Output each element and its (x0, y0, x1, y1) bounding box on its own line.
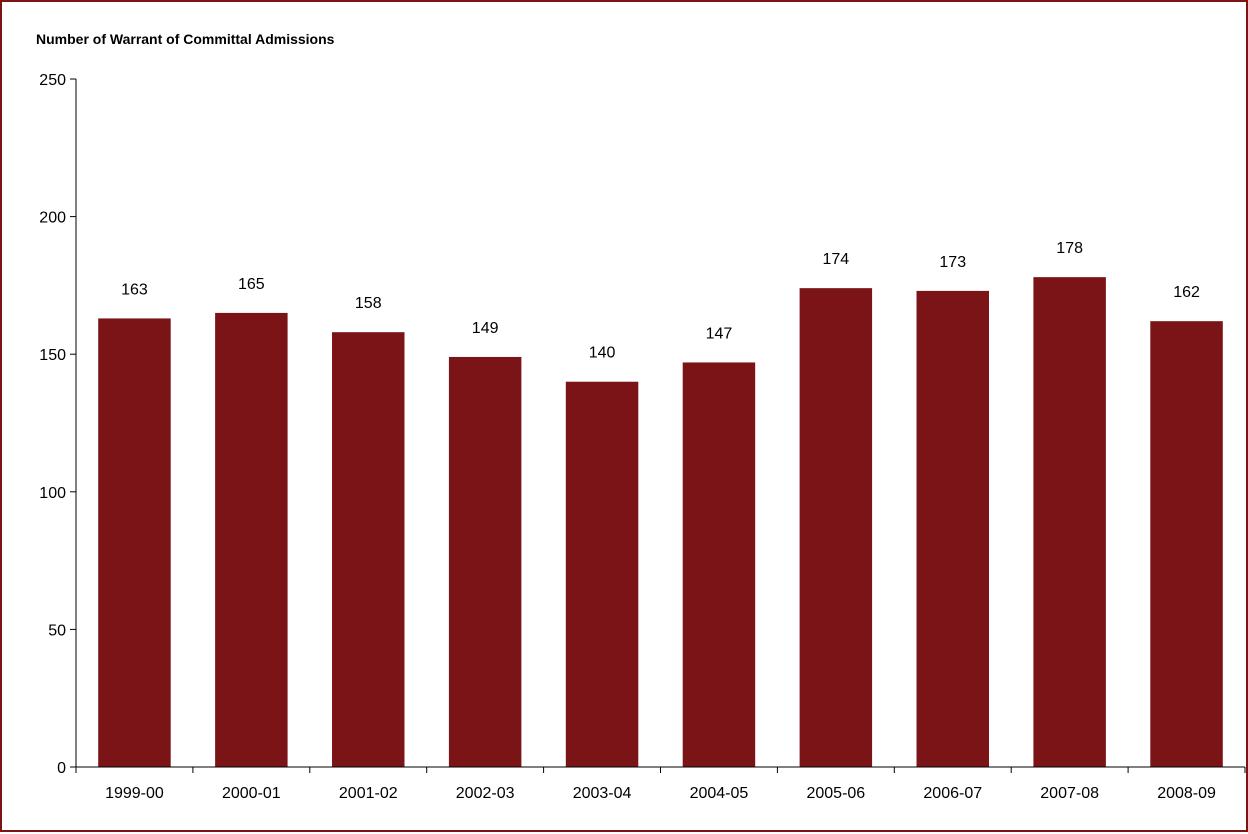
bar (565, 381, 639, 767)
x-tick-label: 2006-07 (923, 785, 982, 802)
x-tick-label: 2004-05 (690, 785, 749, 802)
bar (1033, 277, 1106, 767)
data-label: 147 (706, 325, 733, 342)
bar (448, 356, 522, 767)
y-tick-label: 100 (39, 485, 66, 502)
data-label: 162 (1173, 284, 1200, 301)
bar (682, 362, 756, 767)
data-label: 163 (121, 281, 148, 298)
y-tick-label: 0 (57, 760, 66, 777)
y-axis: 0 50 100 150 200 250 (39, 72, 77, 777)
x-tick-label: 2002-03 (456, 785, 515, 802)
data-label: 158 (355, 295, 382, 312)
y-axis-title: Number of Warrant of Committal Admission… (36, 31, 335, 47)
data-label: 149 (472, 320, 499, 337)
bar (916, 290, 989, 767)
bar (98, 318, 171, 767)
x-tick-label: 1999-00 (105, 785, 164, 802)
data-label: 140 (589, 345, 616, 362)
data-label: 173 (939, 254, 966, 271)
y-tick-label: 250 (39, 72, 66, 89)
bar-series (98, 277, 1223, 767)
x-tick-label: 2005-06 (806, 785, 865, 802)
x-axis: 1999-00 2000-01 2001-02 2002-03 2003-04 2004-… (75, 766, 1246, 802)
data-label: 165 (238, 276, 265, 293)
x-tick-label: 2003-04 (573, 785, 632, 802)
y-tick-label: 150 (39, 347, 66, 364)
y-tick-label: 200 (39, 210, 66, 227)
data-labels: 163 165 158 149 140 147 174 173 178 162 (121, 240, 1200, 362)
y-tick-label: 50 (48, 622, 66, 639)
data-label: 178 (1056, 240, 1083, 257)
x-tick-label: 2007-08 (1040, 785, 1099, 802)
bar (332, 332, 405, 767)
bar (799, 288, 873, 767)
x-tick-label: 2000-01 (222, 785, 281, 802)
bar (1150, 321, 1223, 767)
x-tick-label: 2008-09 (1157, 785, 1216, 802)
bar (215, 312, 288, 767)
data-label: 174 (822, 251, 849, 268)
x-tick-label: 2001-02 (339, 785, 398, 802)
